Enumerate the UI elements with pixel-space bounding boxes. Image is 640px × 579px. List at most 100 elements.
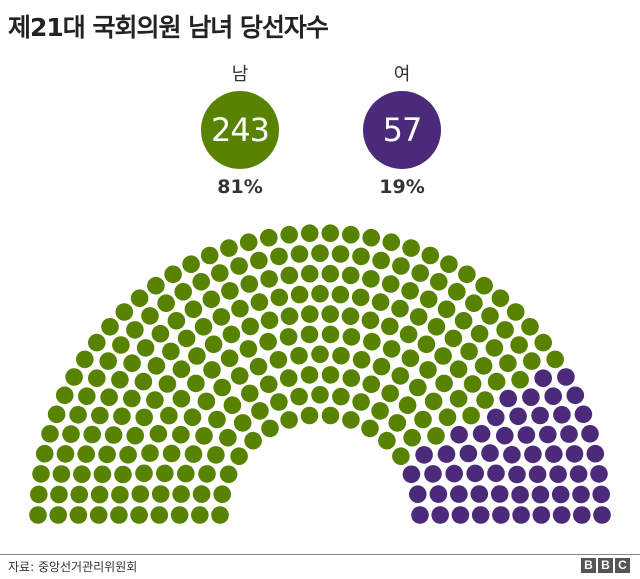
seat-male	[521, 318, 539, 336]
seat-male	[172, 389, 191, 408]
seat-male	[115, 303, 134, 321]
seat-male	[230, 447, 248, 466]
seat-female	[431, 506, 450, 524]
seat-male	[342, 369, 361, 387]
bbc-logo: B B C	[581, 558, 630, 573]
seat-male	[444, 329, 463, 348]
seat-male	[301, 305, 319, 323]
seat-male	[409, 308, 428, 326]
seat-male	[381, 384, 400, 403]
seat-female	[487, 464, 505, 483]
seat-female	[481, 444, 499, 462]
seat-male	[223, 396, 242, 415]
seat-male	[197, 392, 216, 411]
seat-male	[403, 428, 421, 447]
seat-female	[532, 506, 551, 524]
seat-male	[76, 350, 94, 369]
seat-male	[280, 225, 299, 244]
seat-male	[160, 406, 178, 425]
seat-male	[401, 282, 419, 300]
seat-male	[151, 485, 170, 503]
seat-male	[35, 444, 54, 463]
seat-male	[111, 370, 129, 389]
seat-male	[136, 339, 155, 357]
seat-male	[157, 294, 175, 313]
seat-female	[450, 485, 468, 503]
seat-male	[130, 506, 148, 524]
seat-female	[490, 485, 509, 503]
seat-female	[531, 406, 549, 425]
seat-male	[241, 384, 259, 403]
seat-male	[474, 357, 493, 375]
seat-male	[421, 246, 440, 265]
seat-male	[448, 283, 466, 301]
seat-male	[195, 427, 213, 445]
seat-male	[104, 426, 123, 444]
seat-female	[534, 369, 552, 388]
seat-male	[261, 419, 279, 438]
seat-male	[342, 225, 360, 244]
seat-female	[437, 445, 456, 463]
seat-male	[546, 350, 564, 369]
seat-male	[65, 368, 83, 386]
seat-male	[212, 308, 231, 326]
seat-male	[487, 372, 506, 391]
seat-female	[429, 485, 448, 503]
seat-male	[372, 251, 390, 270]
seat-male	[208, 410, 226, 429]
count-bubble-female: 57	[363, 91, 441, 169]
seat-male	[290, 387, 308, 406]
seat-male	[73, 465, 91, 484]
seat-male	[172, 485, 190, 503]
seat-male	[147, 357, 166, 375]
seat-male	[131, 485, 150, 503]
seat-male	[52, 465, 71, 483]
logo-letter: C	[615, 558, 630, 573]
seat-male	[172, 425, 190, 444]
seat-male	[149, 425, 168, 443]
seat-male	[90, 485, 109, 504]
seat-male	[99, 352, 117, 370]
seat-male	[435, 374, 453, 393]
seat-female	[509, 407, 527, 426]
seat-male	[392, 447, 410, 466]
seat-male	[135, 408, 153, 427]
seat-male	[164, 265, 182, 284]
seat-male	[200, 246, 219, 265]
seat-male	[101, 318, 119, 336]
seat-male	[211, 506, 229, 524]
seat-male	[352, 393, 370, 411]
seat-male	[417, 335, 436, 354]
seat-male	[219, 428, 237, 447]
seat-male	[112, 336, 130, 354]
seat-female	[445, 464, 464, 483]
seat-male	[192, 273, 210, 291]
seat-male	[399, 325, 418, 344]
seat-male	[126, 426, 144, 445]
seat-male	[476, 391, 494, 409]
logo-letter: B	[581, 558, 596, 573]
seat-male	[341, 266, 360, 285]
seat-male	[126, 321, 144, 339]
seat-female	[539, 425, 557, 444]
seat-male	[419, 290, 438, 309]
seat-male	[438, 408, 457, 427]
seat-male	[401, 349, 420, 368]
seat-male	[221, 282, 239, 300]
seat-male	[30, 485, 48, 504]
seat-male	[361, 419, 379, 438]
seat-male	[311, 284, 329, 303]
seat-male	[510, 336, 528, 354]
seat-male	[440, 255, 458, 273]
seat-male	[388, 414, 407, 432]
seat-male	[123, 389, 141, 408]
seat-male	[32, 465, 50, 483]
seat-male	[362, 270, 380, 288]
seat-male	[41, 425, 59, 443]
seat-female	[592, 485, 610, 504]
seat-female	[511, 485, 529, 504]
seat-female	[590, 465, 608, 483]
seat-male	[220, 349, 239, 368]
seat-male	[70, 485, 89, 504]
source-note: 자료: 중앙선거관리위원회	[8, 560, 138, 574]
